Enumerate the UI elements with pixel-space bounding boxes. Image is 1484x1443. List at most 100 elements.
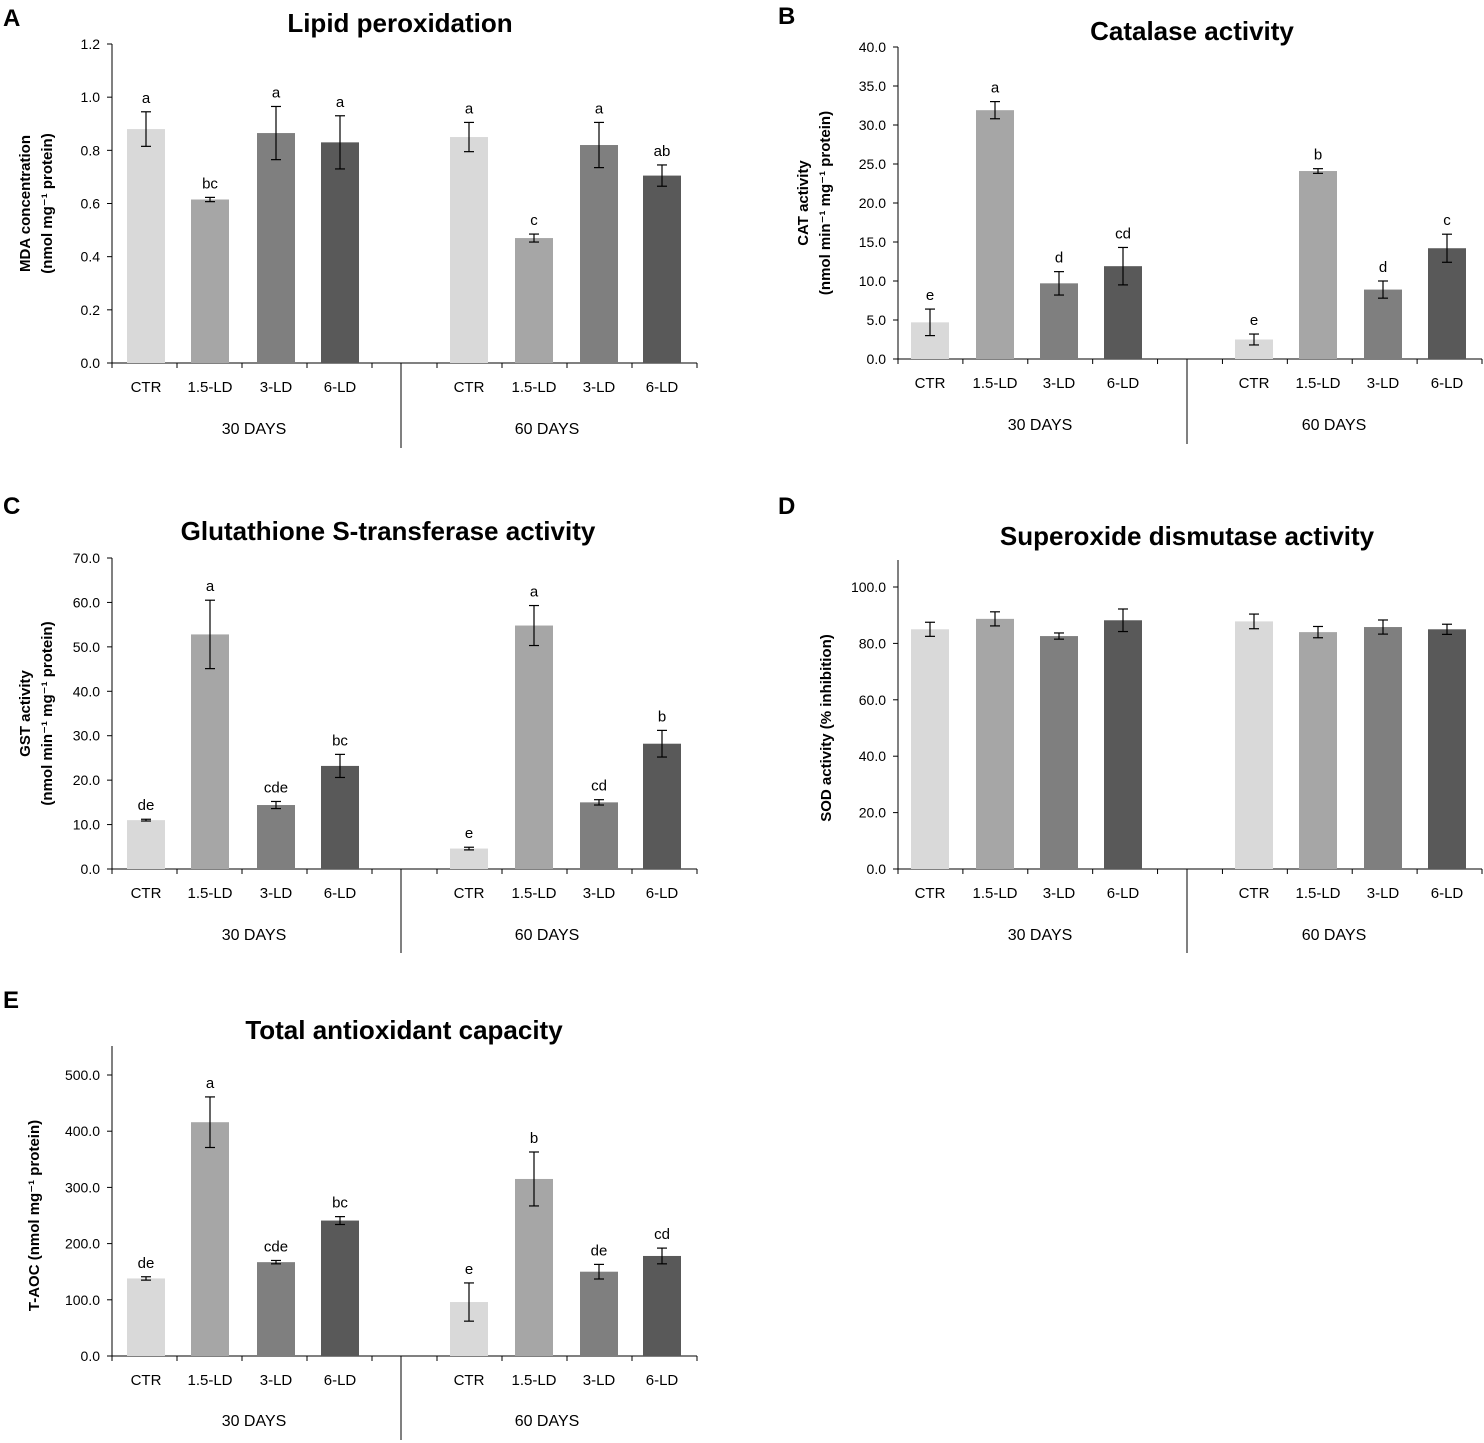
chart-title: Glutathione S-transferase activity: [181, 516, 596, 546]
category-label: CTR: [454, 1372, 485, 1389]
category-label: 1.5-LD: [187, 379, 232, 396]
bar-3-ld-60-days: [580, 145, 618, 363]
y-tick-label: 20.0: [859, 195, 886, 211]
y-tick-label: 20.0: [73, 772, 100, 788]
bar-3-ld-30-days: [257, 1262, 295, 1356]
category-label: 1.5-LD: [972, 885, 1017, 902]
bar-3-ld-60-days: [1364, 289, 1402, 359]
y-axis-label: T-AOC (nmol mg⁻¹ protein): [26, 1120, 43, 1311]
group-label: 30 DAYS: [1008, 417, 1073, 434]
y-tick-label: 50.0: [73, 639, 100, 655]
category-label: 3-LD: [1367, 375, 1400, 392]
bar-15-ld-30-days: [191, 1122, 229, 1356]
y-tick-label: 0.2: [81, 302, 101, 318]
panel-letter: A: [3, 5, 20, 32]
y-tick-label: 0.6: [81, 196, 101, 212]
bar-6-ld-30-days: [321, 1220, 359, 1356]
category-label: 3-LD: [583, 1372, 616, 1389]
significance-label: d: [1379, 259, 1387, 276]
chart-title: Total antioxidant capacity: [245, 1015, 563, 1045]
significance-label: ab: [654, 143, 671, 160]
significance-label: b: [1314, 147, 1322, 164]
y-axis-label: CAT activity: [795, 160, 812, 246]
category-label: CTR: [131, 379, 162, 396]
group-label: 30 DAYS: [222, 927, 287, 944]
y-tick-label: 25.0: [859, 156, 886, 172]
category-label: 1.5-LD: [187, 885, 232, 902]
significance-label: cde: [264, 779, 288, 796]
y-tick-label: 0.0: [867, 351, 887, 367]
y-tick-label: 100.0: [65, 1292, 100, 1308]
bar-15-ld-30-days: [976, 618, 1014, 869]
category-label: 1.5-LD: [511, 1372, 556, 1389]
group-label: 60 DAYS: [515, 421, 580, 438]
significance-label: a: [272, 84, 281, 101]
y-axis-label: (nmol min⁻¹ mg⁻¹ protein): [39, 621, 56, 805]
category-label: 6-LD: [646, 885, 679, 902]
y-axis-label: (nmol min⁻¹ mg⁻¹ protein): [817, 111, 834, 295]
y-tick-label: 300.0: [65, 1179, 100, 1195]
significance-label: bc: [332, 1195, 348, 1212]
category-label: 6-LD: [646, 379, 679, 396]
y-tick-label: 0.0: [81, 1348, 101, 1364]
bar-6-ld-30-days: [1104, 620, 1142, 869]
panel-e: E Total antioxidant capacity 0.0 100.0 200.0…: [3, 987, 698, 1440]
bar-6-ld-60-days: [1428, 248, 1466, 359]
bar-ctr-60-days: [450, 848, 488, 869]
y-tick-label: 70.0: [73, 550, 100, 566]
significance-label: a: [142, 90, 151, 107]
group-label: 60 DAYS: [1302, 417, 1367, 434]
bar-ctr-60-days: [1235, 339, 1273, 359]
significance-label: a: [991, 80, 1000, 97]
significance-label: cd: [591, 778, 607, 795]
bar-6-ld-30-days: [321, 765, 359, 869]
bar-ctr-60-days: [1235, 621, 1273, 869]
bar-ctr-60-days: [450, 137, 488, 363]
y-tick-label: 10.0: [859, 273, 886, 289]
y-tick-label: 40.0: [859, 748, 886, 764]
y-tick-label: 20.0: [859, 805, 886, 821]
y-tick-label: 15.0: [859, 234, 886, 250]
category-label: CTR: [1239, 375, 1270, 392]
y-tick-label: 100.0: [851, 579, 886, 595]
panel-c: C Glutathione S-transferase activity 0.0 10…: [3, 493, 698, 953]
panel-d: D Superoxide dismutase activity 0.0 20.0 40.…: [778, 493, 1483, 953]
category-label: 6-LD: [1431, 885, 1464, 902]
chart-title: Lipid peroxidation: [287, 8, 512, 38]
bar-3-ld-30-days: [1040, 636, 1078, 869]
significance-label: bc: [202, 175, 218, 192]
panel-letter: B: [778, 3, 795, 30]
y-tick-label: 0.8: [81, 142, 101, 158]
significance-label: a: [530, 584, 539, 601]
significance-label: e: [926, 287, 934, 304]
y-tick-label: 30.0: [859, 117, 886, 133]
significance-label: e: [465, 1261, 473, 1278]
category-label: 3-LD: [1367, 885, 1400, 902]
category-label: 3-LD: [583, 379, 616, 396]
panel-letter: D: [778, 493, 795, 520]
bar-ctr-30-days: [127, 129, 165, 363]
significance-label: a: [336, 94, 345, 111]
group-label: 30 DAYS: [1008, 927, 1073, 944]
category-label: 3-LD: [1043, 885, 1076, 902]
category-label: 1.5-LD: [1295, 885, 1340, 902]
bar-3-ld-60-days: [1364, 627, 1402, 869]
y-tick-label: 40.0: [73, 683, 100, 699]
category-label: 6-LD: [324, 379, 357, 396]
y-tick-label: 1.0: [81, 89, 101, 105]
significance-label: a: [206, 1075, 215, 1092]
bar-ctr-30-days: [127, 820, 165, 869]
category-label: 1.5-LD: [187, 1372, 232, 1389]
y-tick-label: 0.0: [81, 861, 101, 877]
y-tick-label: 30.0: [73, 728, 100, 744]
significance-label: de: [591, 1242, 608, 1259]
y-tick-label: 60.0: [859, 692, 886, 708]
category-label: 1.5-LD: [511, 885, 556, 902]
bar-15-ld-60-days: [515, 1178, 553, 1356]
group-label: 60 DAYS: [1302, 927, 1367, 944]
chart-title: Catalase activity: [1090, 16, 1294, 46]
significance-label: e: [465, 825, 473, 842]
category-label: 6-LD: [324, 1372, 357, 1389]
bar-6-ld-60-days: [643, 743, 681, 869]
y-tick-label: 1.2: [81, 36, 101, 52]
